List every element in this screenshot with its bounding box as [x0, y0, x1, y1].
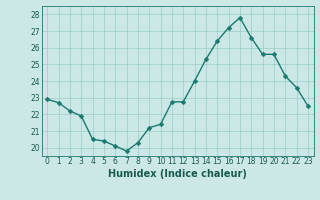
X-axis label: Humidex (Indice chaleur): Humidex (Indice chaleur) [108, 169, 247, 179]
